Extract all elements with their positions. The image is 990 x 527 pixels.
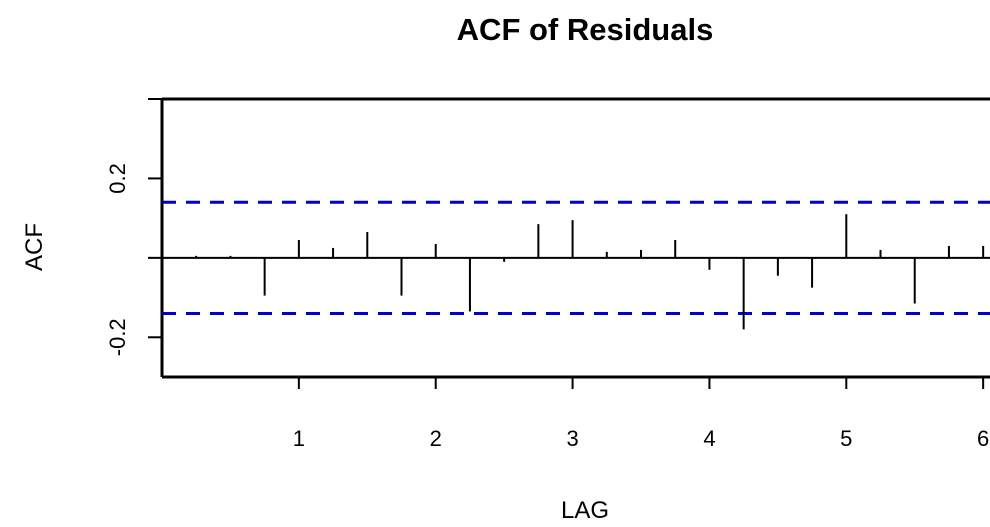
x-axis-label: LAG <box>561 497 609 524</box>
x-tick-label: 2 <box>430 426 442 451</box>
x-tick-label: 5 <box>840 426 852 451</box>
y-tick-label: -0.2 <box>105 318 130 356</box>
y-axis-label: ACF <box>21 223 48 271</box>
x-tick-label: 4 <box>703 426 715 451</box>
x-tick-label: 3 <box>566 426 578 451</box>
plot-area: 1 2 3 4 5 6 -0.2 0.2 <box>105 97 990 451</box>
x-tick-label: 6 <box>977 426 989 451</box>
chart-title: ACF of Residuals <box>457 12 714 47</box>
x-tick-label: 1 <box>293 426 305 451</box>
y-tick-label: 0.2 <box>105 163 130 194</box>
